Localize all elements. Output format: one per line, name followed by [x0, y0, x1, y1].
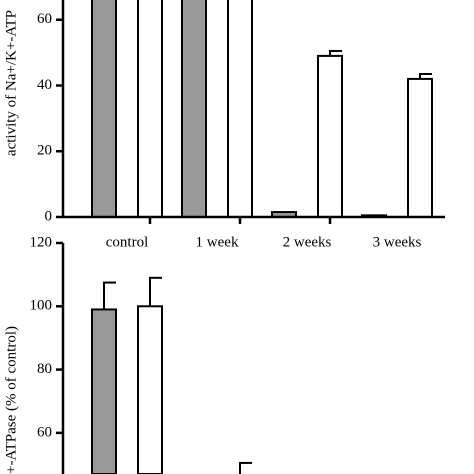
- x-tick-label: 1 week: [196, 234, 239, 250]
- y-tick-label: 40: [37, 77, 52, 93]
- y-axis-label: +-ATPase (% of control): [3, 326, 19, 474]
- bar: [407, 77, 433, 218]
- y-tick-label: 0: [45, 208, 53, 224]
- bar: [227, 0, 253, 218]
- x-tick-label: 2 weeks: [283, 234, 332, 250]
- y-tick-label: 60: [37, 424, 52, 440]
- y-tick-label: 120: [30, 234, 53, 250]
- y-tick-label: 80: [37, 361, 52, 377]
- y-tick-label: 100: [30, 298, 53, 314]
- bar: [181, 0, 207, 218]
- bar: [137, 0, 163, 218]
- bar: [317, 54, 343, 219]
- y-tick-label: 20: [37, 143, 52, 159]
- bar: [137, 305, 163, 474]
- y-axis-label: activity of Na+/K+-ATP: [3, 10, 19, 156]
- bar: [91, 0, 117, 218]
- x-tick-label: 3 weeks: [373, 234, 422, 250]
- x-tick-label: control: [106, 234, 149, 250]
- y-tick-label: 60: [37, 11, 52, 27]
- bar: [91, 308, 117, 474]
